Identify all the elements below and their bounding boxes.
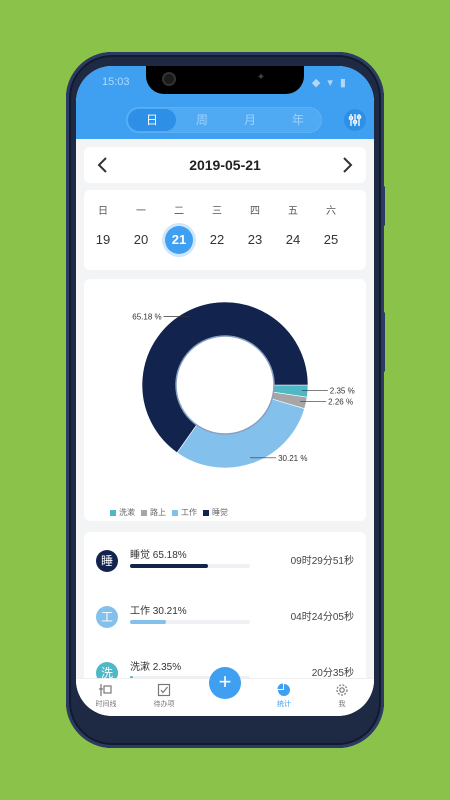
legend-swatch <box>110 509 116 516</box>
tab-day[interactable]: 日 <box>128 109 176 131</box>
item-label: 洗漱 2.35% <box>130 662 182 673</box>
weekday-label: 二 <box>174 206 184 217</box>
tab-label: 待办项 <box>153 701 175 708</box>
donut-chart-card: 2.35 % 2.26 % 30.21 % 65.18 % 洗漱 路上 工作 睡觉 <box>84 279 366 521</box>
week-days: 19 20 21 22 23 24 25 <box>84 226 366 254</box>
status-bar: 15:03 ◆ ▾ ▮ <box>76 66 374 92</box>
app-screen: 15:03 ◆ ▾ ▮ 日 周 月 年 2019-05-21 <box>76 66 374 716</box>
item-label: 工作 30.21% <box>130 606 187 617</box>
donut-chart: 2.35 % 2.26 % 30.21 % 65.18 % <box>132 301 355 469</box>
day-cell[interactable]: 19 <box>95 232 111 247</box>
bottom-tab-bar: 时间线 待办项 + 统计 我 <box>76 667 374 716</box>
chart-legend: 洗漱 路上 工作 睡觉 <box>110 507 234 518</box>
slice-label: 65.18 % <box>132 313 161 322</box>
previous-day-button[interactable] <box>88 147 118 183</box>
tab-todo[interactable]: 待办项 <box>142 683 186 709</box>
slice-label: 2.35 % <box>330 387 355 396</box>
legend-swatch <box>203 509 209 516</box>
tab-label: 统计 <box>277 701 291 708</box>
weekday-label: 日 <box>98 206 108 217</box>
checkbox-icon <box>157 683 171 697</box>
week-picker: 日 一 二 三 四 五 六 19 20 21 22 23 24 25 <box>84 190 366 270</box>
status-icons: ◆ ▾ ▮ <box>311 77 348 89</box>
legend-item[interactable]: 洗漱 <box>110 507 135 518</box>
day-cell[interactable]: 23 <box>247 232 263 247</box>
legend-label: 睡觉 <box>212 508 228 517</box>
tab-timeline[interactable]: 时间线 <box>84 683 128 709</box>
volume-button <box>382 186 385 226</box>
add-button[interactable]: + <box>209 667 241 699</box>
period-segmented-control: 日 周 月 年 <box>126 107 322 133</box>
item-label: 睡觉 65.18% <box>130 550 187 561</box>
tab-me[interactable]: 我 <box>320 683 364 709</box>
pie-chart-icon <box>277 683 290 696</box>
legend-item[interactable]: 路上 <box>141 507 166 518</box>
progress-track <box>130 564 250 568</box>
avatar: 工 <box>96 606 118 628</box>
day-cell[interactable]: 22 <box>209 232 225 247</box>
tab-year[interactable]: 年 <box>291 113 304 127</box>
progress-fill <box>130 620 167 624</box>
weekday-label: 三 <box>212 206 222 217</box>
camera-icon <box>164 74 174 84</box>
avatar: 睡 <box>96 550 118 572</box>
legend-label: 路上 <box>150 508 166 517</box>
item-duration: 20分35秒 <box>311 668 354 679</box>
tab-week[interactable]: 周 <box>195 113 208 127</box>
chevron-right-icon <box>343 157 353 173</box>
item-duration: 09时29分51秒 <box>290 556 354 567</box>
tab-label: 时间线 <box>95 701 117 708</box>
donut-hole <box>175 335 275 435</box>
legend-label: 洗漱 <box>119 508 135 517</box>
progress-fill <box>130 564 209 568</box>
legend-item[interactable]: 工作 <box>172 507 197 518</box>
legend-swatch <box>141 509 147 516</box>
weekday-label: 一 <box>136 206 146 217</box>
weekday-labels: 日 一 二 三 四 五 六 <box>84 202 366 217</box>
legend-swatch <box>172 509 178 516</box>
sliders-icon <box>348 114 362 126</box>
date-navigator: 2019-05-21 <box>84 147 366 183</box>
day-cell[interactable]: 20 <box>133 232 149 247</box>
plus-icon: + <box>218 669 232 694</box>
legend-label: 工作 <box>181 508 197 517</box>
list-item[interactable]: 睡 睡觉 65.18% 09时29分51秒 <box>84 540 366 596</box>
filter-button[interactable] <box>344 109 366 131</box>
progress-track <box>130 620 250 624</box>
next-day-button[interactable] <box>332 147 362 183</box>
app-header: 15:03 ◆ ▾ ▮ 日 周 月 年 <box>76 66 374 139</box>
weekday-label: 六 <box>326 206 336 217</box>
legend-item[interactable]: 睡觉 <box>203 507 228 518</box>
day-cell[interactable]: 25 <box>323 232 339 247</box>
gear-icon <box>336 684 348 696</box>
activity-list: 睡 睡觉 65.18% 09时29分51秒 工 工作 30.21% 04时24分… <box>84 532 366 692</box>
item-duration: 04时24分05秒 <box>290 612 354 623</box>
weekday-label: 四 <box>250 206 260 217</box>
slice-label: 30.21 % <box>278 454 307 463</box>
chevron-left-icon <box>97 157 107 173</box>
tab-label: 我 <box>338 701 346 708</box>
power-button <box>382 312 385 372</box>
status-time: 15:03 <box>102 76 130 88</box>
slice-label: 2.26 % <box>328 398 353 407</box>
current-date[interactable]: 2019-05-21 <box>189 157 261 173</box>
day-cell[interactable]: 24 <box>285 232 301 247</box>
tab-month[interactable]: 月 <box>243 113 256 127</box>
weekday-label: 五 <box>288 206 298 217</box>
timeline-icon <box>99 684 112 696</box>
speaker-icon: ✦ <box>256 72 266 83</box>
day-cell-selected[interactable]: 21 <box>165 226 193 254</box>
list-item[interactable]: 工 工作 30.21% 04时24分05秒 <box>84 596 366 652</box>
tab-statistics[interactable]: 统计 <box>262 683 306 709</box>
